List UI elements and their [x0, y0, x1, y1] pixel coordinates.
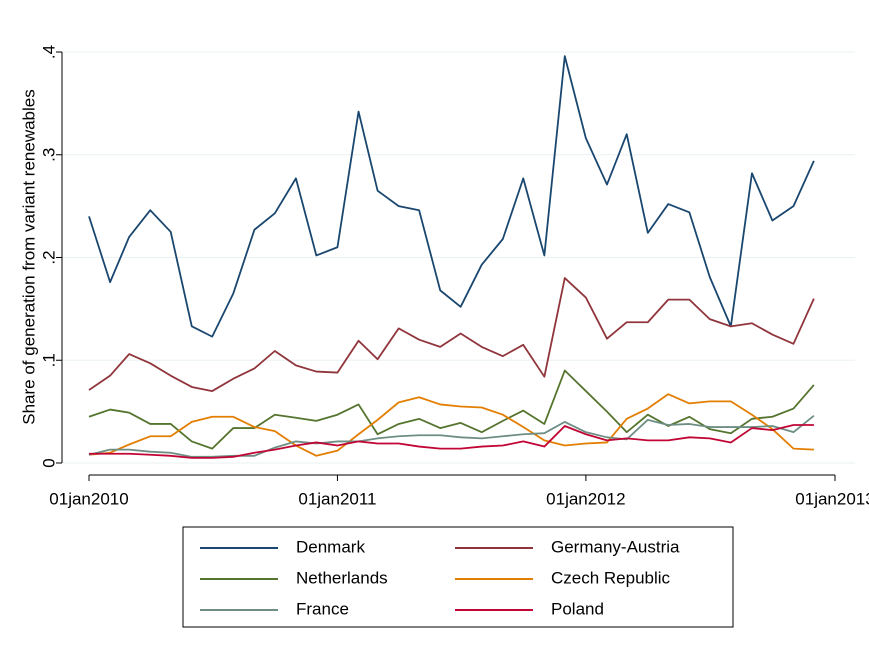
series-line	[88, 55, 815, 338]
series-line	[89, 424, 814, 459]
series-line	[88, 369, 815, 450]
series-line	[88, 277, 815, 392]
x-tick-label: 01jan2010	[49, 489, 128, 508]
y-tick-label: .1	[39, 353, 58, 367]
legend-label: France	[296, 599, 349, 618]
legend-label: Germany-Austria	[551, 537, 680, 556]
legend-label: Czech Republic	[551, 568, 671, 587]
legend-label: Poland	[551, 599, 604, 618]
x-tick-label: 01jan2012	[546, 489, 625, 508]
series-line	[88, 415, 815, 458]
y-tick-label: .2	[39, 250, 58, 264]
x-tick-label: 01jan2013	[795, 489, 869, 508]
y-tick-label: .4	[39, 45, 58, 59]
y-axis-title: Share of generation from variant renewab…	[19, 89, 38, 424]
x-tick-label: 01jan2011	[298, 489, 376, 508]
legend-label: Denmark	[296, 537, 365, 556]
y-tick-label: .3	[39, 148, 58, 162]
y-tick-label: 0	[39, 458, 58, 467]
legend-label: Netherlands	[296, 568, 388, 587]
series-line	[88, 393, 814, 457]
